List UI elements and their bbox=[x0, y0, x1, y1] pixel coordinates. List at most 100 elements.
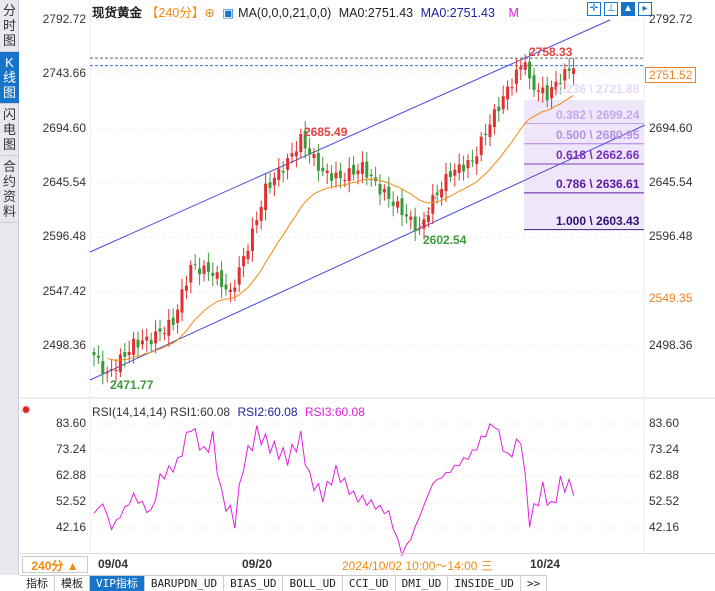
rsi-header: RSI(14,14,14) RSI1:60.08 RSI2:60.08 RSI3… bbox=[92, 405, 365, 419]
price-tick-right: 2645.54 bbox=[649, 175, 693, 189]
candle-body bbox=[198, 268, 202, 275]
zoom-in-icon[interactable]: ▲ bbox=[621, 2, 635, 16]
ma-label: MA(0,0,0,21,0,0) bbox=[238, 6, 332, 20]
candle-body bbox=[255, 220, 259, 226]
candle-body bbox=[308, 148, 312, 155]
candle-body bbox=[242, 255, 246, 267]
candle-body bbox=[431, 195, 435, 214]
tab-boll[interactable]: BOLL_UD bbox=[283, 576, 343, 591]
candle-body bbox=[409, 216, 413, 220]
fib-level-label: 0.500 \ 2680.95 bbox=[556, 127, 640, 142]
candle-body bbox=[356, 170, 360, 175]
candle-body bbox=[475, 156, 479, 165]
sidebar-item-contract[interactable]: 合约资料 bbox=[0, 156, 19, 223]
add-icon[interactable]: ⊕ bbox=[204, 6, 215, 20]
candle-body bbox=[457, 164, 461, 173]
rsi1-value: RSI1:60.08 bbox=[170, 405, 231, 419]
candle-body bbox=[277, 168, 281, 180]
candle-body bbox=[382, 188, 386, 193]
price-tick: 2792.72 bbox=[42, 12, 86, 26]
candle-body bbox=[514, 69, 518, 84]
candle-body bbox=[167, 319, 171, 336]
sidebar-item-kline[interactable]: K线图 bbox=[0, 52, 19, 104]
sidebar-item-flash[interactable]: 闪电图 bbox=[0, 104, 19, 156]
candle-body bbox=[233, 287, 237, 292]
candle-body bbox=[211, 272, 215, 276]
candle-body bbox=[140, 340, 144, 345]
candle-body bbox=[466, 160, 470, 169]
candle-body bbox=[250, 228, 254, 251]
candle-body bbox=[316, 152, 320, 171]
candle-body bbox=[325, 170, 329, 174]
sidebar-item-timeshare[interactable]: 分时图 bbox=[0, 0, 19, 52]
candle-body bbox=[294, 151, 298, 157]
candle-body bbox=[334, 172, 338, 179]
time-axis: 240分 ▲ 09/04 09/20 2024/10/02 10:00～14:0… bbox=[20, 553, 715, 573]
period-button[interactable]: 240分 ▲ bbox=[22, 556, 88, 573]
fib-level-label: 0.618 \ 2662.66 bbox=[556, 148, 640, 163]
crosshair-icon[interactable]: ✛ bbox=[587, 2, 601, 16]
cursor-time-label: 2024/10/02 10:00～14:00 三 bbox=[342, 559, 493, 573]
scroll-right-icon[interactable]: ▸ bbox=[638, 2, 652, 16]
candle-body bbox=[506, 86, 510, 100]
mid-high-annotation: 2685.49 bbox=[304, 125, 348, 139]
candle-body bbox=[453, 169, 457, 176]
candle-body bbox=[492, 109, 496, 127]
ma-line bbox=[107, 94, 574, 361]
tab-cci[interactable]: CCI_UD bbox=[343, 576, 396, 591]
tab-indicator[interactable]: 指标 bbox=[20, 576, 55, 591]
candle-body bbox=[272, 177, 276, 186]
candle-body bbox=[330, 173, 334, 181]
fib-box bbox=[524, 100, 644, 230]
price-tick-right: 2792.72 bbox=[649, 12, 693, 26]
price-tick-right: 2694.60 bbox=[649, 121, 693, 135]
candle-body bbox=[563, 69, 567, 81]
channel-lower-line bbox=[89, 124, 646, 381]
candle-body bbox=[180, 289, 184, 313]
candle-body bbox=[387, 186, 391, 199]
tab-more[interactable]: >> bbox=[521, 576, 548, 591]
price-tick-right: 2498.36 bbox=[649, 338, 693, 352]
rsi-tick: 42.16 bbox=[55, 520, 86, 534]
period-label: 【240分】 bbox=[146, 6, 205, 20]
rsi-tick: 73.24 bbox=[55, 442, 86, 456]
price-tick: 2596.48 bbox=[42, 229, 86, 243]
fit-icon[interactable]: ⊥ bbox=[604, 2, 618, 16]
candle-body bbox=[497, 106, 501, 112]
candle-body bbox=[391, 201, 395, 206]
candle-body bbox=[281, 170, 285, 173]
rsi-settings-icon[interactable]: ✹ bbox=[21, 403, 32, 417]
price-tick: 2498.36 bbox=[42, 338, 86, 352]
sidebar: 分时图 K线图 闪电图 合约资料 bbox=[0, 0, 19, 575]
candle-body bbox=[528, 61, 532, 79]
candle-body bbox=[545, 85, 549, 101]
tab-dmi[interactable]: DMI_UD bbox=[396, 576, 449, 591]
candle-body bbox=[400, 198, 404, 216]
tab-bias[interactable]: BIAS_UD bbox=[224, 576, 284, 591]
candle-body bbox=[462, 164, 466, 172]
candle-body bbox=[440, 189, 444, 198]
tab-template[interactable]: 模板 bbox=[55, 576, 90, 591]
tab-inside[interactable]: INSIDE_UD bbox=[448, 576, 521, 591]
candle-body bbox=[347, 168, 351, 182]
candle-body bbox=[352, 164, 356, 175]
candle-body bbox=[206, 262, 210, 272]
candle-body bbox=[558, 83, 562, 85]
price-tick: 2743.66 bbox=[42, 66, 86, 80]
candle-body bbox=[123, 351, 127, 357]
candle-body bbox=[96, 355, 100, 358]
candle-body bbox=[118, 354, 122, 373]
rsi-label: RSI(14,14,14) bbox=[92, 405, 167, 419]
fib-level-label: 0.382 \ 2699.24 bbox=[556, 107, 640, 122]
tab-barupdn[interactable]: BARUPDN_UD bbox=[145, 576, 225, 591]
price-tick: 2694.60 bbox=[42, 121, 86, 135]
indicator-icon[interactable]: ▣ bbox=[222, 6, 235, 20]
channel-upper-line bbox=[89, 19, 611, 253]
candle-body bbox=[536, 90, 540, 92]
rsi-tick: 62.88 bbox=[55, 468, 86, 482]
candle-body bbox=[189, 264, 193, 283]
rsi-tick-right: 42.16 bbox=[649, 520, 680, 534]
tab-vip-indicator[interactable]: VIP指标 bbox=[90, 576, 145, 591]
candle-body bbox=[510, 87, 514, 89]
